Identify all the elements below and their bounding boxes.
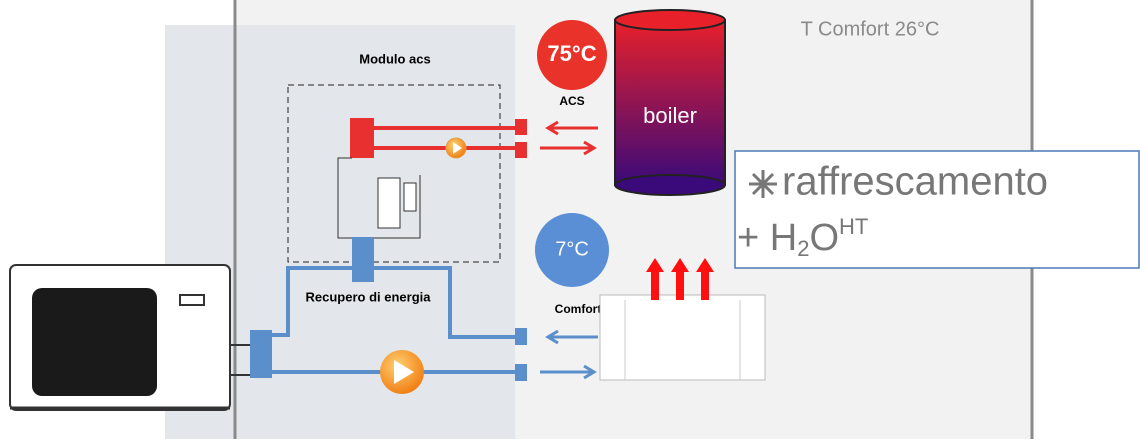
arrow bbox=[545, 329, 598, 345]
recovery-exchanger bbox=[352, 237, 374, 282]
acs-label: ACS bbox=[559, 94, 584, 108]
pump-icon bbox=[453, 142, 462, 154]
arrow bbox=[540, 364, 597, 380]
formula-prefix: + H bbox=[737, 217, 797, 259]
acs-badge bbox=[537, 20, 607, 90]
connector bbox=[515, 364, 527, 381]
recovery-label: Recupero di energia bbox=[306, 289, 432, 304]
formula-middle: O bbox=[809, 217, 839, 259]
module-box bbox=[287, 84, 501, 263]
connector bbox=[515, 142, 527, 158]
fan-coil bbox=[599, 294, 766, 381]
hot-circuit bbox=[370, 126, 515, 150]
mode-title: raffrescamento bbox=[782, 160, 1048, 204]
cool-badge bbox=[535, 213, 609, 287]
formula-subscript: 2 bbox=[797, 236, 809, 261]
compressor bbox=[377, 177, 401, 229]
mode-box bbox=[734, 150, 1140, 269]
fan-grille bbox=[32, 288, 157, 396]
comfort-temp: T Comfort 26°C bbox=[801, 18, 940, 40]
heat-arrows bbox=[646, 258, 714, 300]
arrow bbox=[540, 140, 597, 156]
pump-icon bbox=[394, 360, 414, 384]
boiler-tank bbox=[614, 19, 726, 186]
formula-superscript: HT bbox=[839, 214, 868, 239]
panel-icon bbox=[179, 294, 205, 306]
arrow bbox=[545, 120, 598, 136]
mode-formula: + H2OHT bbox=[737, 214, 868, 261]
connector bbox=[515, 119, 527, 135]
exchanger bbox=[350, 118, 374, 158]
compressor-line bbox=[337, 157, 421, 239]
valve bbox=[403, 182, 417, 212]
cool-temp: 7°C bbox=[555, 238, 589, 260]
module-title: Modulo acs bbox=[359, 51, 431, 66]
boiler-label: boiler bbox=[643, 103, 697, 128]
exchanger bbox=[250, 330, 272, 378]
boiler-top bbox=[614, 9, 726, 31]
connector bbox=[515, 328, 527, 345]
acs-temp: 75°C bbox=[547, 41, 596, 66]
cool-label: Comfort bbox=[555, 302, 602, 316]
boiler-bottom bbox=[614, 174, 726, 196]
snow-icon bbox=[749, 170, 777, 198]
